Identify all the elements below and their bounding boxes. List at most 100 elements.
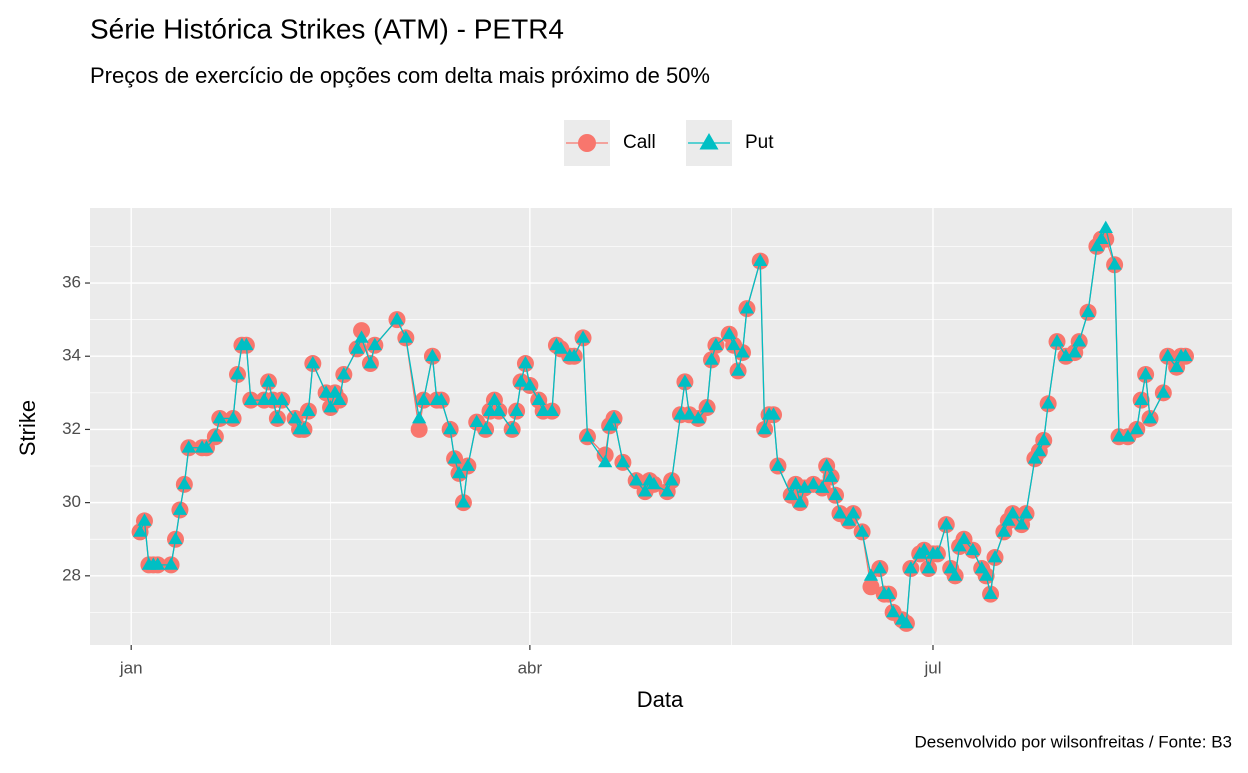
point xyxy=(243,392,258,406)
point xyxy=(575,330,591,343)
point xyxy=(505,421,520,435)
point xyxy=(815,480,830,493)
point xyxy=(212,410,227,424)
legend-label: Call xyxy=(623,132,656,153)
point xyxy=(682,407,697,420)
point xyxy=(580,429,595,442)
point xyxy=(983,586,998,600)
point xyxy=(753,253,768,266)
point xyxy=(332,392,347,406)
point xyxy=(881,586,896,600)
point xyxy=(230,367,245,380)
point xyxy=(862,578,880,596)
point xyxy=(1089,238,1105,252)
point xyxy=(819,458,834,471)
point xyxy=(730,363,746,376)
point xyxy=(863,568,879,581)
point xyxy=(677,374,693,387)
point xyxy=(443,421,458,435)
point xyxy=(1058,348,1074,362)
point xyxy=(739,301,755,314)
point xyxy=(225,410,241,424)
plot-panel xyxy=(90,208,1232,645)
point xyxy=(287,410,303,424)
point xyxy=(987,550,1003,563)
point xyxy=(602,418,617,431)
point xyxy=(163,557,179,570)
point xyxy=(1027,451,1042,464)
point xyxy=(629,473,644,486)
chart-subtitle: Preços de exercício de opções com delta … xyxy=(90,63,710,88)
point xyxy=(917,542,932,556)
point xyxy=(518,356,533,369)
point xyxy=(389,312,405,325)
point xyxy=(615,454,631,468)
point xyxy=(168,531,183,545)
legend-marker xyxy=(699,133,719,150)
point xyxy=(1067,345,1082,358)
point xyxy=(823,469,839,482)
point xyxy=(1120,429,1136,442)
point xyxy=(939,517,954,530)
point xyxy=(1156,385,1171,398)
point xyxy=(270,410,285,424)
point xyxy=(1001,513,1016,526)
point xyxy=(691,410,706,424)
point xyxy=(354,330,369,343)
legend-label: Put xyxy=(745,132,774,153)
point xyxy=(606,410,622,424)
point xyxy=(660,484,675,497)
point xyxy=(699,399,715,413)
point xyxy=(522,378,538,391)
point xyxy=(757,421,772,435)
point xyxy=(451,465,467,479)
point xyxy=(150,557,165,570)
point xyxy=(544,403,560,417)
point xyxy=(921,561,936,574)
point xyxy=(1107,257,1122,270)
point xyxy=(323,399,338,413)
point xyxy=(664,473,679,486)
y-tick-label: 36 xyxy=(62,273,81,292)
point xyxy=(979,568,994,581)
caption: Desenvolvido por wilsonfreitas / Fonte: … xyxy=(915,732,1233,751)
point xyxy=(410,420,428,438)
point xyxy=(1129,421,1144,435)
point xyxy=(305,356,320,369)
point xyxy=(478,421,493,435)
point xyxy=(509,403,524,417)
y-axis-label: Strike xyxy=(15,400,40,456)
point xyxy=(1142,410,1158,424)
point xyxy=(1178,348,1193,362)
point xyxy=(956,531,972,545)
point xyxy=(1036,432,1051,446)
point xyxy=(1080,304,1096,318)
y-tick-label: 30 xyxy=(62,492,81,511)
point xyxy=(1134,392,1149,406)
y-tick-label: 28 xyxy=(62,565,81,584)
point xyxy=(491,403,506,417)
y-tick-label: 32 xyxy=(62,419,81,438)
point xyxy=(1160,348,1175,362)
point xyxy=(296,421,312,435)
point xyxy=(722,326,737,340)
point xyxy=(416,392,431,406)
point xyxy=(425,348,440,362)
point xyxy=(261,374,276,387)
point xyxy=(965,542,980,556)
point xyxy=(367,337,382,351)
point xyxy=(841,513,856,526)
x-tick-label: jan xyxy=(119,658,143,677)
point xyxy=(797,480,812,493)
point xyxy=(766,407,781,420)
point xyxy=(567,348,582,362)
point xyxy=(792,495,808,508)
point xyxy=(1094,231,1109,244)
point xyxy=(885,604,901,618)
point xyxy=(948,568,963,581)
point xyxy=(531,392,546,406)
point xyxy=(637,484,653,497)
point xyxy=(828,487,843,501)
x-tick-label: abr xyxy=(518,658,543,677)
